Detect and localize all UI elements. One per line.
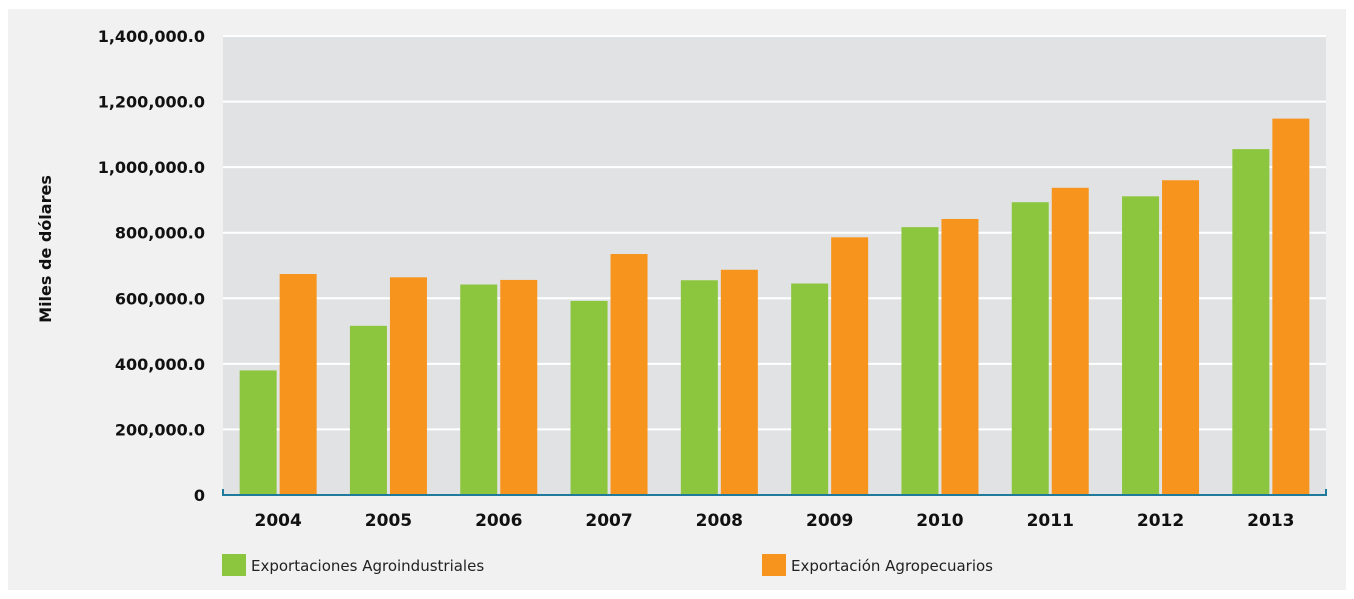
- bar-2009-series-2: [831, 237, 869, 495]
- legend-swatch-series-2: [762, 554, 786, 576]
- y-tick-label: 1,400,000.0: [98, 27, 205, 46]
- bar-2006-series-2: [500, 279, 538, 495]
- x-tick-label: 2009: [806, 511, 853, 531]
- x-tick-label: 2005: [365, 511, 412, 531]
- legend-label-series-1: Exportaciones Agroindustriales: [251, 557, 484, 575]
- chart-frame: 0 200,000.0 400,000.0 600,000.0 800,000.0 1,0…: [8, 9, 1346, 590]
- x-tick-label: 2008: [696, 511, 743, 531]
- bar-2007-series-2: [610, 254, 648, 495]
- legend-swatch-series-1: [222, 554, 246, 576]
- y-tick-label: 1,200,000.0: [98, 93, 205, 112]
- bar-2007-series-1: [570, 300, 608, 495]
- bar-2010-series-2: [941, 218, 979, 496]
- bar-2011-series-2: [1051, 187, 1089, 495]
- bars: [239, 118, 1310, 496]
- bar-2013-series-1: [1232, 149, 1270, 495]
- bar-2009-series-1: [791, 283, 829, 495]
- x-tick-label: 2011: [1027, 511, 1074, 531]
- bar-2010-series-1: [901, 227, 939, 495]
- bar-2006-series-1: [460, 284, 498, 495]
- bar-2012-series-2: [1162, 180, 1200, 495]
- y-axis-tick-labels: 0 200,000.0 400,000.0 600,000.0 800,000.0 1,0…: [98, 27, 205, 505]
- bar-2008-series-2: [720, 269, 758, 495]
- bar-2011-series-1: [1011, 202, 1049, 495]
- bar-2005-series-2: [389, 277, 427, 495]
- x-tick-label: 2013: [1247, 511, 1294, 531]
- x-tick-label: 2004: [254, 511, 301, 531]
- bar-2012-series-1: [1122, 196, 1160, 495]
- x-tick-label: 2006: [475, 511, 522, 531]
- legend: Exportaciones Agroindustriales Exportació…: [222, 554, 993, 576]
- y-tick-label: 1,000,000.0: [98, 158, 205, 177]
- y-axis-label: Miles de dólares: [36, 175, 55, 323]
- bar-chart: 0 200,000.0 400,000.0 600,000.0 800,000.0 1,0…: [36, 27, 1327, 576]
- bar-2008-series-1: [680, 280, 718, 495]
- x-tick-label: 2007: [585, 511, 632, 531]
- x-axis-tick-labels: 2004 2005 2006 2007 2008 2009 2010 2011 2012 2013: [254, 511, 1294, 531]
- y-tick-label: 400,000.0: [115, 355, 205, 374]
- bar-2013-series-2: [1272, 118, 1310, 496]
- y-tick-label: 0: [194, 486, 205, 505]
- y-tick-label: 600,000.0: [115, 289, 205, 308]
- bar-2004-series-2: [279, 274, 317, 495]
- x-tick-label: 2010: [916, 511, 963, 531]
- plot-area: [223, 36, 1326, 495]
- legend-label-series-2: Exportación Agropecuarios: [791, 557, 993, 575]
- y-tick-label: 800,000.0: [115, 224, 205, 243]
- bar-2004-series-1: [239, 370, 277, 495]
- y-tick-label: 200,000.0: [115, 420, 205, 439]
- x-axis: [222, 489, 1327, 496]
- x-tick-label: 2012: [1137, 511, 1184, 531]
- bar-2005-series-1: [349, 325, 387, 495]
